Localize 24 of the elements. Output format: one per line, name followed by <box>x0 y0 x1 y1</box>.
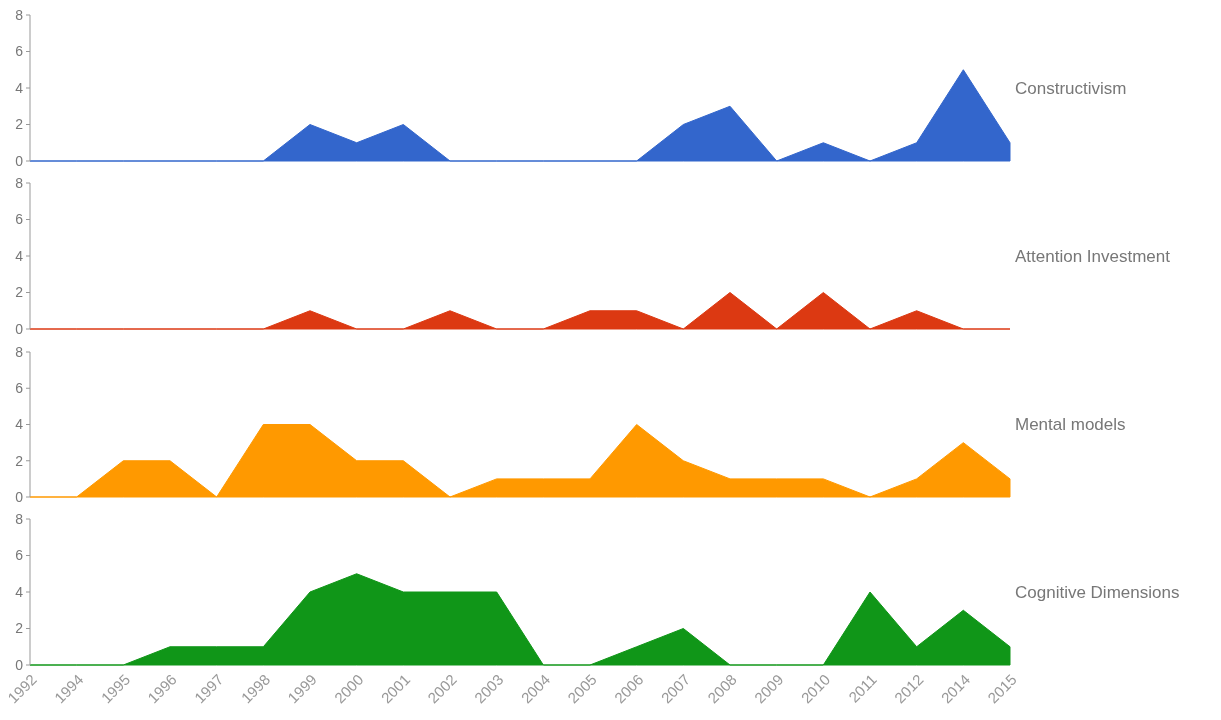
y-tick-label: 4 <box>15 79 24 96</box>
y-tick-label: 6 <box>15 380 24 397</box>
text: Cognitive Dimensions <box>1015 582 1180 602</box>
y-tick-label: 2 <box>15 284 24 301</box>
text: Attention Investment <box>1015 246 1171 266</box>
y-tick-label: 6 <box>15 547 24 564</box>
y-tick-label: 8 <box>15 510 24 527</box>
y-tick-label: 6 <box>15 211 24 228</box>
y-tick-label: 2 <box>15 116 24 133</box>
y-tick-label: 8 <box>15 174 24 191</box>
text: Mental models <box>1015 415 1126 435</box>
y-tick-label: 0 <box>15 488 24 505</box>
y-tick-label: 0 <box>15 152 24 169</box>
y-tick-label: 4 <box>15 247 24 264</box>
y-tick-label: 8 <box>15 6 24 23</box>
y-tick-label: 2 <box>15 452 24 469</box>
y-tick-label: 6 <box>15 43 24 60</box>
y-tick-label: 2 <box>15 620 24 637</box>
y-tick-label: 8 <box>15 343 24 360</box>
y-tick-label: 0 <box>15 656 24 673</box>
y-tick-label: 4 <box>15 583 24 600</box>
y-tick-label: 4 <box>15 416 24 433</box>
y-tick-label: 0 <box>15 320 24 337</box>
series-label: Constructivism <box>1015 78 1127 98</box>
